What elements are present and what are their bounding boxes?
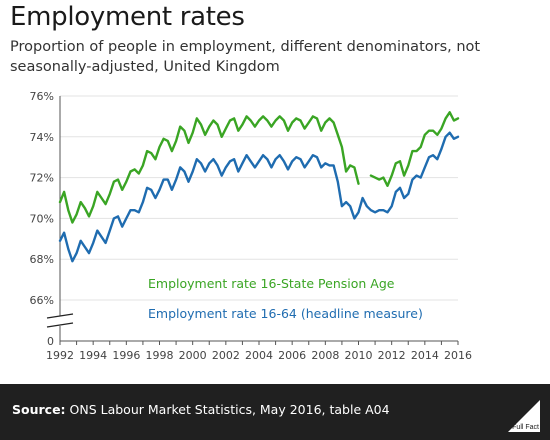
logo-text: Full Fact: [512, 424, 539, 431]
series-line-1: [58, 131, 460, 263]
axis-break-mark: [46, 313, 74, 319]
x-tick-label: 2012: [378, 349, 406, 362]
full-fact-logo-icon: Full Fact: [508, 400, 540, 432]
series-label-1: Employment rate 16-64 (headline measure): [148, 306, 423, 321]
x-tick-label: 2002: [212, 349, 240, 362]
chart-title: Employment rates: [10, 2, 245, 32]
x-tick-label: 1992: [46, 349, 74, 362]
y-tick-label: 70%: [30, 212, 54, 225]
x-tick-label: 2004: [245, 349, 273, 362]
chart-subtitle: Proportion of people in employment, diff…: [10, 39, 481, 75]
footer-bar: Source: ONS Labour Market Statistics, Ma…: [0, 384, 550, 440]
y-tick-label: 66%: [30, 294, 54, 307]
x-tick-label: 2000: [179, 349, 207, 362]
source-text: ONS Labour Market Statistics, May 2016, …: [69, 402, 390, 417]
x-tick-label: 2008: [311, 349, 339, 362]
series-label-0: Employment rate 16-State Pension Age: [148, 276, 395, 291]
x-tick-label: 2006: [278, 349, 306, 362]
x-tick-label: 2016: [444, 349, 472, 362]
y-tick-label: 72%: [30, 172, 54, 185]
series-line-0: [58, 115, 360, 224]
series-line-0: [369, 111, 460, 188]
x-tick-label: 2010: [345, 349, 373, 362]
y-tick-label: 68%: [30, 253, 54, 266]
y-tick-label: 74%: [30, 131, 54, 144]
x-tick-label: 1996: [112, 349, 140, 362]
x-tick-label: 1998: [146, 349, 174, 362]
axis-break-mark: [46, 322, 74, 328]
y-tick-label: 76%: [30, 90, 54, 103]
x-tick-label: 2014: [411, 349, 439, 362]
x-tick-label: 1994: [79, 349, 107, 362]
source-note: Source: ONS Labour Market Statistics, Ma…: [12, 402, 390, 417]
y-tick-label-zero: 0: [47, 335, 54, 348]
source-label: Source:: [12, 402, 66, 417]
